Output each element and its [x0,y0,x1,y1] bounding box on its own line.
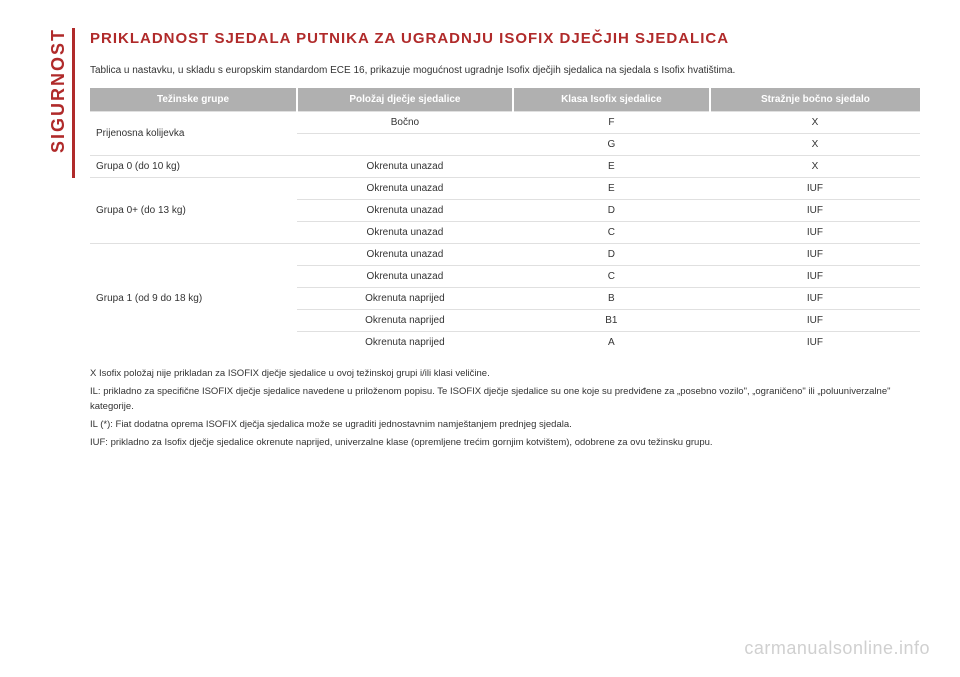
class-cell: C [513,266,710,288]
seat-cell: X [710,156,920,178]
orientation-cell: Okrenuta naprijed [297,332,513,354]
seat-cell: IUF [710,178,920,200]
accent-bar [72,28,75,178]
group-cell: Grupa 0+ (do 13 kg) [90,178,297,244]
seat-cell: IUF [710,222,920,244]
seat-cell: IUF [710,332,920,354]
class-cell: B1 [513,310,710,332]
table-row: Grupa 0 (do 10 kg)Okrenuta unazadEX [90,156,920,178]
seat-cell: IUF [710,244,920,266]
class-cell: G [513,134,710,156]
legend-line: X Isofix položaj nije prikladan za ISOFI… [90,367,920,381]
legend-line: IUF: prikladno za Isofix dječje sjedalic… [90,436,920,450]
seat-cell: IUF [710,200,920,222]
page-title: PRIKLADNOST SJEDALA PUTNIKA ZA UGRADNJU … [90,30,920,47]
class-cell: D [513,200,710,222]
group-cell: Grupa 0 (do 10 kg) [90,156,297,178]
class-cell: C [513,222,710,244]
table-header: Stražnje bočno sjedalo [710,88,920,112]
legend: X Isofix položaj nije prikladan za ISOFI… [90,367,920,450]
class-cell: E [513,156,710,178]
class-cell: F [513,112,710,134]
table-header: Položaj dječje sjedalice [297,88,513,112]
isofix-table: Težinske grupePoložaj dječje sjedaliceKl… [90,88,920,353]
class-cell: E [513,178,710,200]
legend-line: IL: prikladno za specifične ISOFIX dječj… [90,385,920,414]
section-label: SIGURNOST [48,28,69,153]
table-header: Težinske grupe [90,88,297,112]
class-cell: B [513,288,710,310]
orientation-cell [297,134,513,156]
group-cell: Prijenosna kolijevka [90,112,297,156]
orientation-cell: Okrenuta naprijed [297,288,513,310]
orientation-cell: Okrenuta unazad [297,200,513,222]
table-row: Grupa 0+ (do 13 kg)Okrenuta unazadEIUF [90,178,920,200]
orientation-cell: Okrenuta unazad [297,266,513,288]
table-row: Prijenosna kolijevkaBočnoFX [90,112,920,134]
seat-cell: IUF [710,310,920,332]
class-cell: D [513,244,710,266]
seat-cell: IUF [710,288,920,310]
legend-line: IL (*): Fiat dodatna oprema ISOFIX dječj… [90,418,920,432]
seat-cell: X [710,134,920,156]
seat-cell: X [710,112,920,134]
orientation-cell: Okrenuta naprijed [297,310,513,332]
orientation-cell: Okrenuta unazad [297,222,513,244]
class-cell: A [513,332,710,354]
intro-text: Tablica u nastavku, u skladu s europskim… [90,65,920,76]
table-header: Klasa Isofix sjedalice [513,88,710,112]
orientation-cell: Okrenuta unazad [297,178,513,200]
seat-cell: IUF [710,266,920,288]
orientation-cell: Okrenuta unazad [297,156,513,178]
watermark: carmanualsonline.info [744,638,930,659]
orientation-cell: Bočno [297,112,513,134]
group-cell: Grupa 1 (od 9 do 18 kg) [90,244,297,354]
table-row: Grupa 1 (od 9 do 18 kg)Okrenuta unazadDI… [90,244,920,266]
orientation-cell: Okrenuta unazad [297,244,513,266]
